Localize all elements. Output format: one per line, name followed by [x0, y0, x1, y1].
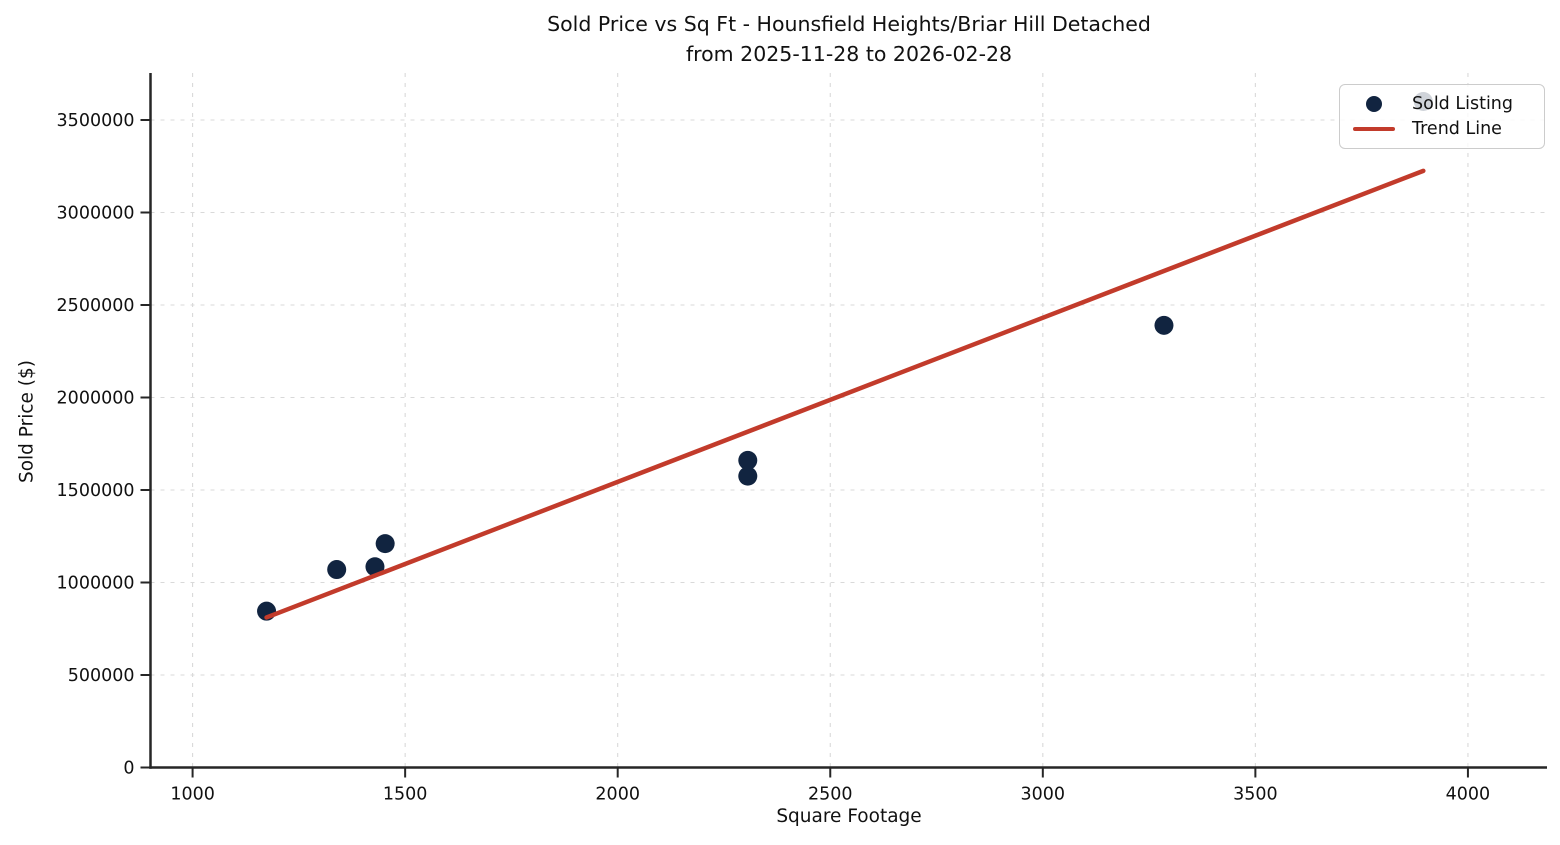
legend-item-sold-listing: Sold Listing: [1348, 92, 1534, 117]
scatter-point: [1154, 315, 1174, 335]
legend-label-trend-line: Trend Line: [1412, 118, 1502, 139]
y-tick-label: 2000000: [57, 388, 135, 408]
y-tick-label: 500000: [68, 666, 135, 686]
x-tick-label: 1000: [170, 785, 215, 805]
chart-subtitle: from 2025-11-28 to 2026-02-28: [685, 41, 1013, 66]
legend-label-sold-listing: Sold Listing: [1412, 94, 1514, 115]
scatter-point: [375, 534, 395, 554]
y-tick-label: 2500000: [57, 296, 135, 316]
scatter-point: [738, 466, 758, 486]
y-tick-label: 3500000: [57, 111, 135, 131]
x-tick-label: 4000: [1446, 785, 1491, 805]
y-tick-label: 0: [123, 759, 134, 779]
scatter-dot-icon: [1366, 96, 1382, 113]
y-tick-label: 1000000: [57, 573, 135, 593]
scatter-point: [327, 560, 347, 580]
x-tick-label: 3000: [1021, 785, 1066, 805]
legend-marker-cell: [1348, 96, 1400, 113]
x-tick-label: 3500: [1233, 785, 1278, 805]
y-axis-label: Sold Price ($): [16, 359, 38, 484]
x-tick-label: 2500: [808, 785, 853, 805]
trend-line: [264, 168, 1426, 620]
x-tick-label: 1500: [383, 785, 428, 805]
trend-line-icon: [1353, 126, 1395, 131]
x-tick-label: 2000: [595, 785, 640, 805]
chart-title: Sold Price vs Sq Ft - Hounsfield Heights…: [547, 12, 1151, 36]
y-tick-label: 3000000: [57, 203, 135, 223]
legend: Sold Listing Trend Line: [1339, 84, 1545, 149]
chart-title-block: Sold Price vs Sq Ft - Hounsfield Heights…: [151, 10, 1547, 69]
scatter-point: [738, 450, 758, 470]
legend-marker-cell: [1348, 126, 1400, 131]
y-tick-label: 1500000: [57, 481, 135, 501]
x-axis-label: Square Footage: [776, 806, 922, 827]
legend-item-trend-line: Trend Line: [1348, 117, 1534, 142]
